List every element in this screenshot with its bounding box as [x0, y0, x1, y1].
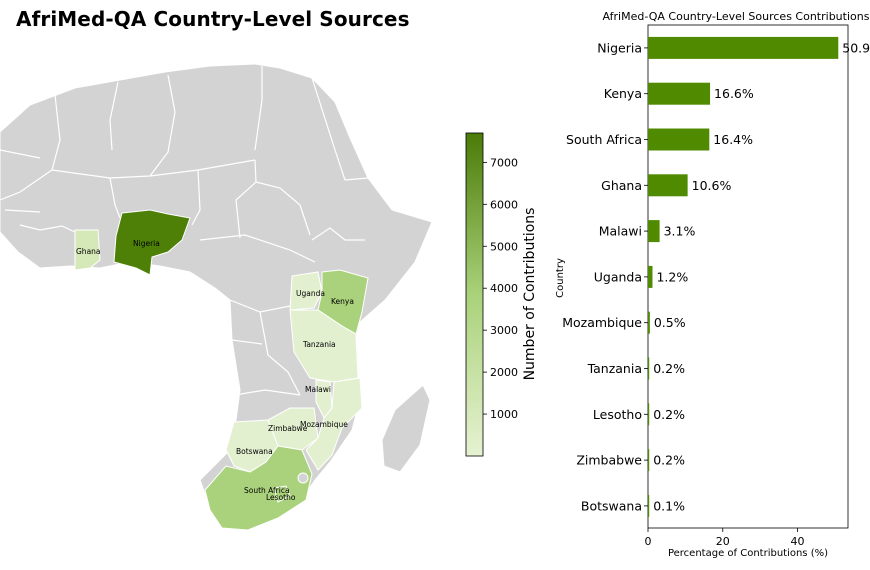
- map-label-malawi: Malawi: [305, 385, 331, 394]
- value-label: 10.6%: [692, 178, 732, 193]
- bar-uganda: [648, 265, 653, 288]
- country-borders: [0, 66, 369, 396]
- value-label: 0.2%: [653, 453, 685, 468]
- country-nigeria: [113, 209, 191, 276]
- bar-tanzania: [648, 357, 650, 380]
- value-label: 16.6%: [714, 86, 754, 101]
- colorbar-ticks: 1000 2000 3000 4000 5000 6000 7000: [483, 156, 518, 421]
- bar-zimbabwe: [648, 449, 650, 472]
- category-label: Ghana: [601, 178, 642, 193]
- category-label: South Africa: [566, 132, 642, 147]
- africa-map: Nigeria Ghana Uganda Kenya Tanzania Mala…: [0, 63, 433, 531]
- category-label: Uganda: [594, 269, 642, 284]
- x-tick-label: 20: [716, 535, 730, 548]
- x-tick-label: 40: [791, 535, 805, 548]
- bar-ghana: [648, 174, 688, 197]
- country-south-africa: [204, 445, 313, 531]
- value-label: 0.2%: [653, 407, 685, 422]
- value-label: 0.2%: [653, 361, 685, 376]
- bar-lesotho: [648, 403, 650, 426]
- map-label-lesotho: Lesotho: [266, 493, 296, 502]
- madagascar: [381, 384, 431, 473]
- country-eswatini: [297, 472, 309, 484]
- colorbar: 1000 2000 3000 4000 5000 6000 7000 Number of C…: [465, 132, 538, 457]
- category-labels: Nigeria Kenya South Africa Ghana Malawi Ugand…: [562, 40, 648, 513]
- map-label-nigeria: Nigeria: [133, 239, 160, 248]
- map-label-south-africa: South Africa: [244, 486, 290, 495]
- category-label: Tanzania: [587, 361, 642, 376]
- country-mozambique: [305, 377, 363, 471]
- country-ghana: [74, 229, 101, 271]
- colorbar-tick-label: 5000: [490, 240, 518, 253]
- africa-continent: [0, 63, 433, 529]
- bar-chart: AfriMed-QA Country-Level Sources Contrib…: [555, 10, 870, 559]
- category-label: Malawi: [599, 224, 642, 239]
- category-label: Mozambique: [562, 315, 642, 330]
- map-label-mozambique: Mozambique: [300, 420, 348, 429]
- colorbar-label: Number of Contributions: [522, 208, 538, 381]
- map-label-kenya: Kenya: [331, 297, 354, 306]
- bar-kenya: [648, 82, 711, 105]
- bar-chart-title: AfriMed-QA Country-Level Sources Contrib…: [603, 10, 870, 23]
- colorbar-gradient: [465, 132, 484, 457]
- category-label: Lesotho: [593, 407, 642, 422]
- x-tick-label: 0: [645, 535, 652, 548]
- colorbar-tick-label: 3000: [490, 324, 518, 337]
- value-label: 16.4%: [713, 132, 753, 147]
- bars-layer: [648, 36, 839, 517]
- map-label-tanzania: Tanzania: [302, 340, 336, 349]
- bar-chart-xlabel: Percentage of Contributions (%): [668, 548, 828, 559]
- colorbar-tick-label: 7000: [490, 156, 518, 169]
- bar-malawi: [648, 220, 660, 243]
- value-label: 3.1%: [664, 224, 696, 239]
- value-label: 0.1%: [653, 498, 685, 513]
- value-label: 0.5%: [654, 315, 686, 330]
- category-label: Nigeria: [597, 40, 642, 55]
- colorbar-tick-label: 4000: [490, 282, 518, 295]
- category-label: Botswana: [581, 498, 642, 513]
- colorbar-tick-label: 1000: [490, 408, 518, 421]
- map-label-botswana: Botswana: [236, 447, 273, 456]
- country-lesotho: [273, 485, 291, 503]
- category-label: Kenya: [604, 86, 642, 101]
- map-label-uganda: Uganda: [296, 289, 325, 298]
- bar-mozambique: [648, 311, 650, 334]
- colorbar-tick-label: 6000: [490, 198, 518, 211]
- bar-nigeria: [648, 36, 839, 59]
- colorbar-tick-label: 2000: [490, 366, 518, 379]
- x-axis-ticks: 0 20 40: [645, 528, 805, 548]
- value-labels: 50.9% 16.6% 16.4% 10.6% 3.1% 1.2% 0.5% 0.2% 0.2%…: [653, 40, 870, 513]
- country-uganda: [289, 271, 323, 311]
- bar-chart-ylabel: Country: [555, 258, 566, 298]
- value-label: 50.9%: [842, 40, 870, 55]
- map-label-ghana: Ghana: [76, 247, 101, 256]
- map-label-zimbabwe: Zimbabwe: [268, 424, 308, 433]
- bar-botswana: [648, 494, 650, 517]
- category-label: Zimbabwe: [576, 453, 642, 468]
- map-title: AfriMed-QA Country-Level Sources: [16, 7, 410, 31]
- value-label: 1.2%: [656, 269, 688, 284]
- bar-south-africa: [648, 128, 710, 151]
